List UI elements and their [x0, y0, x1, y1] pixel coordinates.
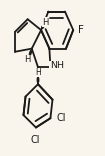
- Text: Cl: Cl: [30, 135, 40, 145]
- Text: NH: NH: [50, 61, 64, 70]
- Text: Cl: Cl: [56, 113, 66, 123]
- Text: H: H: [42, 18, 48, 27]
- Text: H: H: [35, 68, 41, 77]
- Text: H: H: [24, 55, 31, 64]
- Text: F: F: [77, 25, 83, 35]
